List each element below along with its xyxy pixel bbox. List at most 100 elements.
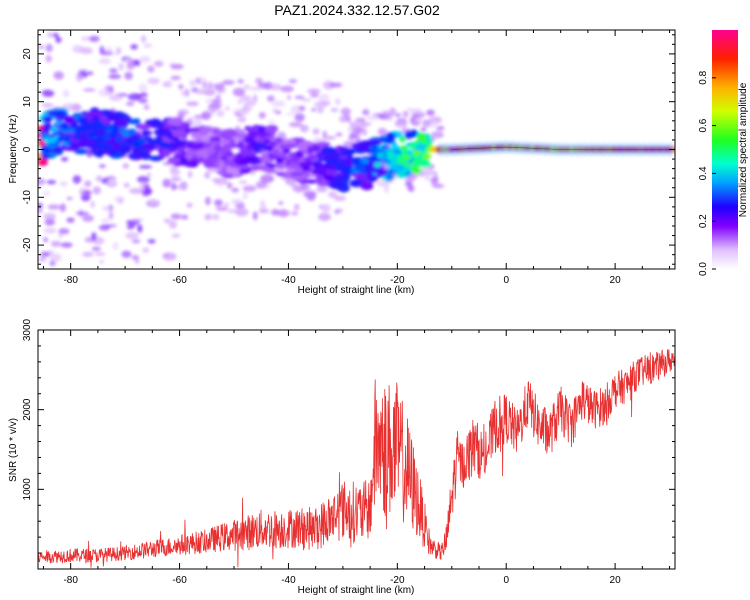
- noise-blob: [294, 203, 300, 211]
- noise-blob: [362, 127, 367, 136]
- band-blob: [87, 110, 102, 118]
- noise-blob: [140, 35, 147, 43]
- ridge-blob: [311, 161, 320, 168]
- noise-blob: [394, 120, 408, 127]
- ridge-blob: [79, 134, 88, 140]
- noise-blob: [307, 88, 321, 94]
- noise-blob: [237, 115, 247, 123]
- noise-blob: [195, 77, 202, 85]
- band-blob: [180, 156, 188, 166]
- x-tick-label: -80: [63, 275, 78, 286]
- noise-blob: [242, 84, 251, 90]
- noise-blob: [80, 47, 93, 55]
- ridge-blob: [363, 164, 372, 171]
- noise-blob: [420, 127, 427, 132]
- noise-blob: [131, 218, 143, 222]
- noise-blob: [171, 233, 181, 238]
- ridge-blob: [66, 127, 75, 134]
- noise-blob: [258, 112, 266, 119]
- noise-blob: [43, 228, 57, 234]
- noise-blob: [202, 81, 208, 90]
- noise-blob: [204, 213, 212, 221]
- band-blob: [267, 163, 278, 169]
- noise-blob: [288, 79, 298, 84]
- ridge-blob: [409, 142, 418, 149]
- noise-blob: [246, 100, 256, 107]
- noise-blob: [266, 95, 275, 102]
- noise-blob: [189, 117, 194, 126]
- ridge-blob: [203, 142, 212, 149]
- band-blob: [43, 122, 52, 130]
- ridge-blob: [69, 122, 78, 129]
- noise-blob: [170, 168, 181, 177]
- band-blob: [360, 181, 374, 191]
- noise-blob: [189, 80, 196, 86]
- band-blob: [315, 174, 324, 183]
- noise-blob: [424, 174, 430, 181]
- noise-blob: [42, 191, 51, 196]
- noise-blob: [211, 98, 222, 103]
- noise-blob: [45, 43, 53, 53]
- ridge-blob: [171, 144, 180, 150]
- noise-blob: [181, 214, 189, 220]
- noise-blob: [60, 242, 73, 248]
- ridge-blob: [83, 122, 91, 129]
- x-tick-label: 0: [503, 275, 509, 286]
- band-blob: [315, 141, 331, 147]
- noise-blob: [243, 192, 248, 200]
- x-tick-label: -40: [281, 575, 296, 586]
- noise-blob: [265, 184, 271, 189]
- noise-blob: [127, 93, 142, 101]
- top-x-axis-label: Height of straight line (km): [298, 285, 415, 296]
- ridge-blob: [210, 140, 219, 147]
- noise-blob: [255, 181, 268, 189]
- noise-blob: [184, 88, 190, 98]
- noise-blob: [95, 175, 103, 182]
- noise-blob: [216, 109, 225, 118]
- noise-blob: [147, 200, 161, 204]
- noise-blob: [83, 88, 96, 92]
- ridge-blob: [86, 132, 95, 139]
- ridge-blob: [76, 124, 85, 131]
- ridge-blob: [328, 164, 336, 171]
- ridge-blob: [422, 153, 431, 160]
- band-blob: [78, 116, 90, 125]
- noise-blob: [98, 224, 111, 231]
- ridge-blob: [220, 155, 229, 162]
- ridge-blob: [40, 132, 49, 139]
- noise-blob: [343, 113, 348, 122]
- noise-blob: [300, 183, 311, 191]
- noise-blob: [91, 246, 102, 251]
- noise-blob: [378, 182, 390, 187]
- noise-blob: [252, 211, 258, 221]
- noise-blob: [231, 187, 239, 193]
- noise-blob: [277, 209, 291, 217]
- noise-blob: [147, 77, 160, 85]
- noise-blob: [163, 218, 171, 223]
- noise-blob: [143, 183, 150, 190]
- ridge-blob: [60, 122, 69, 129]
- y-tick-label: 1000: [22, 478, 33, 501]
- band-blob: [92, 115, 100, 123]
- noise-blob: [170, 177, 182, 182]
- noise-blob: [186, 101, 199, 107]
- noise-blob: [141, 187, 151, 197]
- band-blob: [195, 149, 212, 157]
- ridge-blob: [269, 141, 278, 147]
- band-blob: [149, 156, 162, 161]
- chart-title: PAZ1.2024.332.12.57.G02: [274, 2, 440, 18]
- noise-blob: [348, 142, 353, 148]
- band-blob: [337, 186, 350, 193]
- noise-blob: [118, 198, 123, 204]
- bottom-x-axis-label: Height of straight line (km): [298, 585, 415, 596]
- band-blob: [349, 179, 363, 188]
- ridge-blob: [292, 156, 301, 163]
- ridge-blob: [63, 135, 72, 141]
- ridge-blob: [132, 135, 140, 142]
- noise-blob: [125, 232, 139, 240]
- x-tick-label: -20: [390, 275, 405, 286]
- noise-blob: [133, 59, 141, 67]
- ridge-blob: [223, 145, 232, 152]
- band-blob: [239, 168, 252, 174]
- noise-blob: [323, 136, 336, 140]
